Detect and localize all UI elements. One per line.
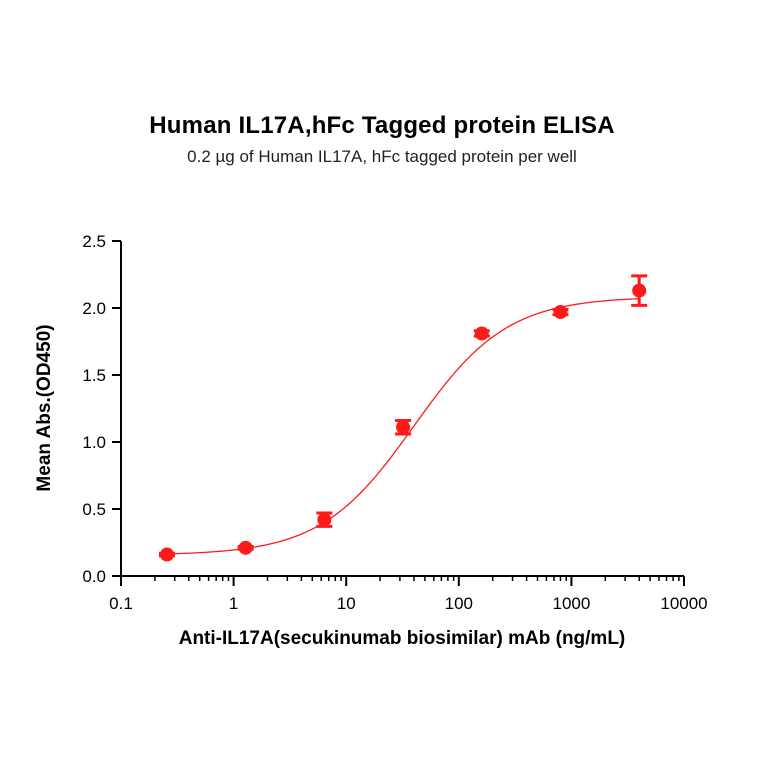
x-tick-label: 1000 xyxy=(552,594,590,613)
y-tick-label: 2.5 xyxy=(82,232,106,251)
y-tick-label: 1.0 xyxy=(82,433,106,452)
x-tick-label: 0.1 xyxy=(109,594,133,613)
data-point xyxy=(632,283,647,298)
x-axis-label: Anti-IL17A(secukinumab biosimilar) mAb (… xyxy=(179,628,626,649)
chart-title: Human IL17A,hFc Tagged protein ELISA xyxy=(149,112,615,139)
x-tick-label: 10 xyxy=(337,594,356,613)
data-point xyxy=(317,512,332,527)
y-tick-label: 0.0 xyxy=(82,567,106,586)
y-axis-label: Mean Abs.(OD450) xyxy=(34,324,55,491)
data-point xyxy=(238,540,253,555)
data-point xyxy=(159,547,174,562)
data-point xyxy=(474,326,489,341)
chart-subtitle: 0.2 µg of Human IL17A, hFc tagged protei… xyxy=(187,147,577,166)
y-tick-label: 0.5 xyxy=(82,500,106,519)
x-tick-label: 10000 xyxy=(660,594,707,613)
y-tick-label: 2.0 xyxy=(82,299,106,318)
y-tick-label: 1.5 xyxy=(82,366,106,385)
x-tick-label: 100 xyxy=(445,594,473,613)
data-point xyxy=(553,305,568,320)
data-point xyxy=(396,420,411,435)
x-tick-label: 1 xyxy=(229,594,238,613)
